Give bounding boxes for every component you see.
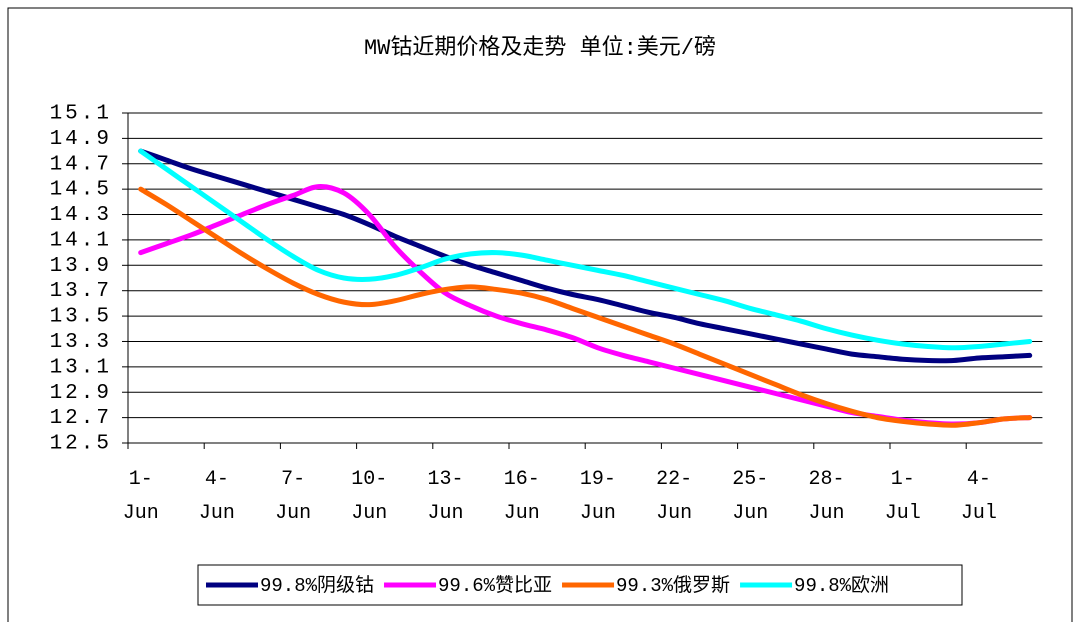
x-tick-label-line: 22- <box>656 468 692 491</box>
x-tick-label: 25- Jun <box>732 468 768 525</box>
legend-label: 99.6%赞比亚 <box>438 574 552 597</box>
x-tick-label-line: 16- <box>504 468 540 491</box>
y-tick-label: 12.9 <box>50 382 112 405</box>
series-line <box>138 186 1033 428</box>
x-tick-label: 4- Jul <box>961 468 997 525</box>
x-tick-label-line: Jun <box>123 502 159 525</box>
legend-label: 99.8%阴级钴 <box>260 574 374 597</box>
legend-label: 99.3%俄罗斯 <box>616 574 730 597</box>
x-tick-label-line: Jun <box>808 502 844 525</box>
x-tick-label-line: Jun <box>351 502 387 525</box>
x-tick-label-line: Jun <box>275 502 311 525</box>
x-tick-label-line: 7- <box>281 468 305 491</box>
x-tick-label-line: 25- <box>732 468 768 491</box>
y-tick-label: 13.1 <box>50 356 112 379</box>
y-tick-label: 14.3 <box>50 204 112 227</box>
y-tick-label: 14.7 <box>50 153 112 176</box>
x-tick-label: 22- Jun <box>656 468 692 525</box>
x-tick-label-line: 19- <box>580 468 616 491</box>
legend: 99.8%阴级钴 99.6%赞比亚 99.3%俄罗斯 99.8%欧洲 <box>197 564 963 606</box>
legend-label: 99.8%欧洲 <box>794 574 889 597</box>
x-tick-label-line: Jun <box>427 502 463 525</box>
x-tick-label: 19- Jun <box>580 468 616 525</box>
x-tick-label: 1- Jul <box>885 468 921 525</box>
x-tick-label: 4- Jun <box>199 468 235 525</box>
chart-border <box>7 7 1073 622</box>
x-tick-label: 13- Jun <box>427 468 463 525</box>
y-tick-label: 14.1 <box>50 229 112 252</box>
x-tick-label: 16- Jun <box>504 468 540 525</box>
x-tick-label-line: Jun <box>199 502 235 525</box>
y-tick-label: 13.9 <box>50 255 112 278</box>
x-tick-label-line: 13- <box>427 468 463 491</box>
x-tick-label-line: Jul <box>885 502 921 525</box>
chart-title: MW钴近期价格及走势 单位:美元/磅 <box>364 35 716 61</box>
series-line <box>138 148 1033 351</box>
y-tick-label: 12.5 <box>50 433 112 456</box>
x-tick-label: 28- Jun <box>808 468 844 525</box>
x-tick-label: 7- Jun <box>275 468 311 525</box>
x-tick-label: 10- Jun <box>351 468 387 525</box>
x-tick-label: 1- Jun <box>123 468 159 525</box>
y-tick-label: 14.9 <box>50 128 112 151</box>
y-tick-label: 14.5 <box>50 179 112 202</box>
x-tick-label-line: 4- <box>205 468 229 491</box>
x-tick-label-line: Jul <box>961 502 997 525</box>
x-tick-label-line: 4- <box>967 468 991 491</box>
x-tick-label-line: 28- <box>808 468 844 491</box>
x-tick-label-line: 1- <box>129 468 153 491</box>
y-tick-label: 13.3 <box>50 331 112 354</box>
y-tick-label: 13.7 <box>50 280 112 303</box>
y-tick-label: 13.5 <box>50 306 112 329</box>
x-tick-label-line: Jun <box>732 502 768 525</box>
x-tick-label-line: Jun <box>580 502 616 525</box>
x-tick-label-line: 1- <box>891 468 915 491</box>
y-tick-label: 15.1 <box>50 103 112 126</box>
x-tick-label-line: Jun <box>504 502 540 525</box>
x-tick-label-line: Jun <box>656 502 692 525</box>
x-tick-label-line: 10- <box>351 468 387 491</box>
y-tick-label: 12.7 <box>50 407 112 430</box>
